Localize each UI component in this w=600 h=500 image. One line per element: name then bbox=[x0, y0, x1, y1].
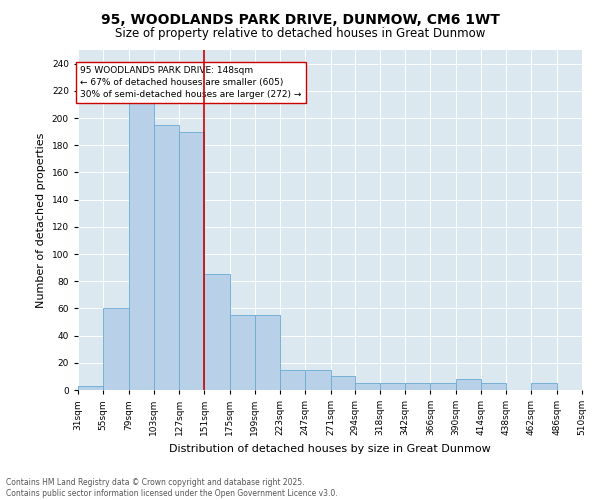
Text: 95 WOODLANDS PARK DRIVE: 148sqm
← 67% of detached houses are smaller (605)
30% o: 95 WOODLANDS PARK DRIVE: 148sqm ← 67% of… bbox=[80, 66, 301, 99]
Bar bbox=[128, 84, 154, 390]
Bar bbox=[154, 125, 179, 390]
Text: Size of property relative to detached houses in Great Dunmow: Size of property relative to detached ho… bbox=[115, 28, 485, 40]
Text: 95, WOODLANDS PARK DRIVE, DUNMOW, CM6 1WT: 95, WOODLANDS PARK DRIVE, DUNMOW, CM6 1W… bbox=[101, 12, 499, 26]
Bar bbox=[331, 376, 355, 390]
Bar bbox=[103, 308, 128, 390]
Bar bbox=[532, 383, 557, 390]
Bar bbox=[305, 370, 331, 390]
Bar bbox=[280, 370, 305, 390]
Bar bbox=[456, 379, 481, 390]
Bar bbox=[405, 383, 430, 390]
Bar bbox=[204, 274, 230, 390]
Bar bbox=[230, 315, 255, 390]
X-axis label: Distribution of detached houses by size in Great Dunmow: Distribution of detached houses by size … bbox=[169, 444, 491, 454]
Bar bbox=[380, 383, 405, 390]
Bar bbox=[355, 383, 380, 390]
Y-axis label: Number of detached properties: Number of detached properties bbox=[36, 132, 46, 308]
Bar bbox=[78, 386, 103, 390]
Bar bbox=[179, 132, 204, 390]
Text: Contains HM Land Registry data © Crown copyright and database right 2025.
Contai: Contains HM Land Registry data © Crown c… bbox=[6, 478, 338, 498]
Bar bbox=[430, 383, 456, 390]
Bar bbox=[255, 315, 280, 390]
Bar bbox=[481, 383, 506, 390]
